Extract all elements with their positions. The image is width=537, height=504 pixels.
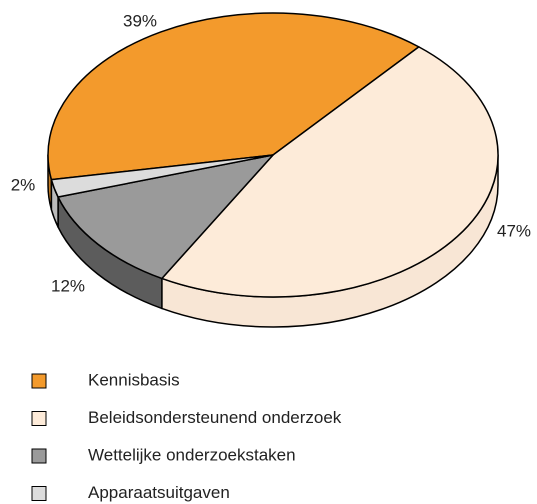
- value-label: 39%: [123, 11, 157, 30]
- pie-slice: [50, 154, 274, 198]
- pie-slice: [47, 12, 420, 181]
- legend-label: Kennisbasis: [88, 370, 180, 389]
- legend-label: Apparaatsuitgaven: [88, 483, 230, 502]
- legend-swatch: [31, 448, 47, 464]
- value-label: 2%: [11, 175, 36, 194]
- pie-slice: [57, 154, 274, 280]
- legend-label: Wettelijke onderzoekstaken: [88, 445, 296, 464]
- legend-swatch: [31, 373, 47, 389]
- value-label: 12%: [51, 276, 85, 295]
- value-label: 47%: [497, 221, 531, 240]
- legend-label: Beleidsondersteunend onderzoek: [88, 408, 342, 427]
- pie-slice: [161, 46, 499, 298]
- legend-swatch: [31, 411, 47, 426]
- legend-swatch: [31, 486, 47, 501]
